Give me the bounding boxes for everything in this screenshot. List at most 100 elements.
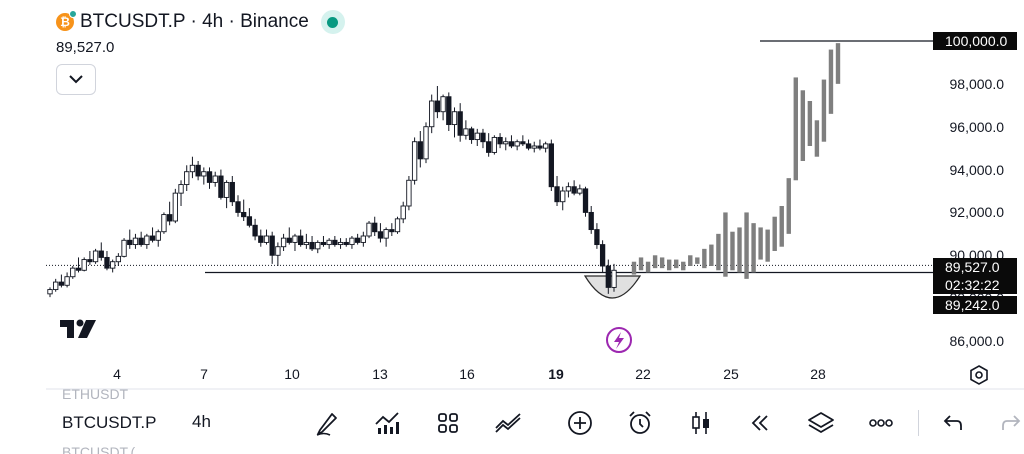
- candle: [70, 266, 76, 279]
- compare-icon[interactable]: [493, 408, 523, 438]
- candle-body: [298, 235, 304, 246]
- candle-body: [81, 259, 87, 271]
- candle-body: [47, 289, 53, 295]
- price-tick-label: 92,000.0: [949, 204, 1005, 221]
- symbol-prev[interactable]: ETHUSDT: [62, 386, 129, 402]
- candle: [594, 223, 600, 249]
- candle: [212, 171, 218, 187]
- projection-bar: [758, 227, 763, 260]
- price-tick-label: 98,000.0: [949, 75, 1005, 92]
- candle: [537, 139, 543, 151]
- symbol-current[interactable]: BTCUSDT.P: [62, 413, 157, 432]
- candle: [554, 176, 560, 206]
- pencil-icon[interactable]: [312, 408, 342, 438]
- projection-bar: [821, 79, 827, 142]
- candle-body: [468, 128, 475, 141]
- undo-icon[interactable]: [938, 408, 968, 438]
- projection-bar: [814, 120, 820, 157]
- candle: [491, 135, 498, 155]
- candle-body: [520, 141, 526, 145]
- candle-body: [560, 190, 566, 203]
- lightning-flash-icon[interactable]: [606, 327, 632, 353]
- candle-body: [360, 235, 366, 243]
- candle-body: [486, 141, 492, 153]
- layers-icon[interactable]: [806, 408, 836, 438]
- candle-body: [280, 237, 287, 248]
- add-icon[interactable]: [565, 408, 595, 438]
- symbol-title[interactable]: BTCUSDT.P · 4h · Binance: [80, 11, 309, 32]
- candle-body: [223, 181, 230, 198]
- projection-bar: [659, 257, 665, 269]
- candle: [406, 176, 412, 211]
- candle-body: [377, 231, 384, 239]
- alarm-icon[interactable]: [625, 408, 655, 438]
- candle-body: [195, 164, 201, 177]
- candle-body: [434, 100, 441, 113]
- candle-body: [258, 235, 264, 243]
- candle-body: [92, 250, 99, 263]
- candle-body: [417, 141, 423, 160]
- candle-body: [383, 229, 389, 239]
- projection-bar: [765, 229, 770, 262]
- candle: [115, 253, 122, 266]
- candle-body: [132, 237, 139, 246]
- candle-body: [582, 188, 589, 213]
- projection-bar: [666, 259, 672, 271]
- candle-body: [104, 256, 110, 269]
- candle-body: [155, 231, 161, 241]
- candle-body: [400, 205, 406, 220]
- indicators-icon[interactable]: [372, 408, 402, 438]
- candle: [64, 272, 70, 288]
- candle: [503, 137, 509, 151]
- candle-body: [406, 179, 412, 207]
- candle: [548, 139, 554, 191]
- interval-button[interactable]: 4h: [192, 412, 211, 431]
- candle: [104, 251, 110, 271]
- candle: [223, 180, 230, 209]
- candle: [525, 139, 532, 151]
- candle: [451, 107, 458, 138]
- candle: [531, 141, 537, 153]
- candle-body: [491, 136, 498, 153]
- replay-icon[interactable]: [745, 408, 775, 438]
- candle-body: [514, 141, 520, 147]
- candle-body: [263, 235, 270, 243]
- candle: [560, 186, 566, 211]
- redo-icon[interactable]: [996, 408, 1024, 438]
- candle-body: [138, 237, 144, 246]
- candle: [127, 229, 133, 249]
- candle: [611, 263, 617, 292]
- grid-icon[interactable]: [433, 408, 463, 438]
- candle-body: [235, 201, 241, 213]
- symbol-header[interactable]: ₿ BTCUSDT.P · 4h · Binance: [56, 10, 345, 34]
- candle: [377, 223, 384, 243]
- candle: [446, 92, 452, 131]
- candle-body: [565, 186, 572, 192]
- candles-icon[interactable]: [686, 408, 716, 438]
- candle: [309, 236, 315, 251]
- symbol-next[interactable]: BTCUSDT.(: [62, 444, 136, 454]
- candle: [149, 227, 156, 243]
- candle: [372, 216, 378, 236]
- settings-hexagon-icon[interactable]: [968, 364, 990, 386]
- chart-canvas[interactable]: [0, 0, 1024, 392]
- candle: [286, 227, 292, 245]
- candle-body: [372, 222, 378, 233]
- collapse-legend-button[interactable]: [56, 64, 96, 95]
- candle-body: [286, 237, 292, 243]
- candle: [474, 128, 480, 146]
- candle: [258, 229, 264, 247]
- projection-bar: [723, 212, 728, 277]
- projection-bar: [688, 255, 693, 266]
- candle: [389, 223, 395, 236]
- more-icon[interactable]: [866, 408, 896, 438]
- candle-body: [525, 143, 532, 149]
- projection-bar: [716, 233, 721, 271]
- candle: [275, 242, 281, 266]
- projection-bar: [631, 261, 637, 275]
- candle: [292, 233, 298, 251]
- candle: [81, 257, 87, 272]
- candle: [87, 251, 93, 265]
- projection-bar: [807, 101, 813, 146]
- candle: [457, 103, 463, 142]
